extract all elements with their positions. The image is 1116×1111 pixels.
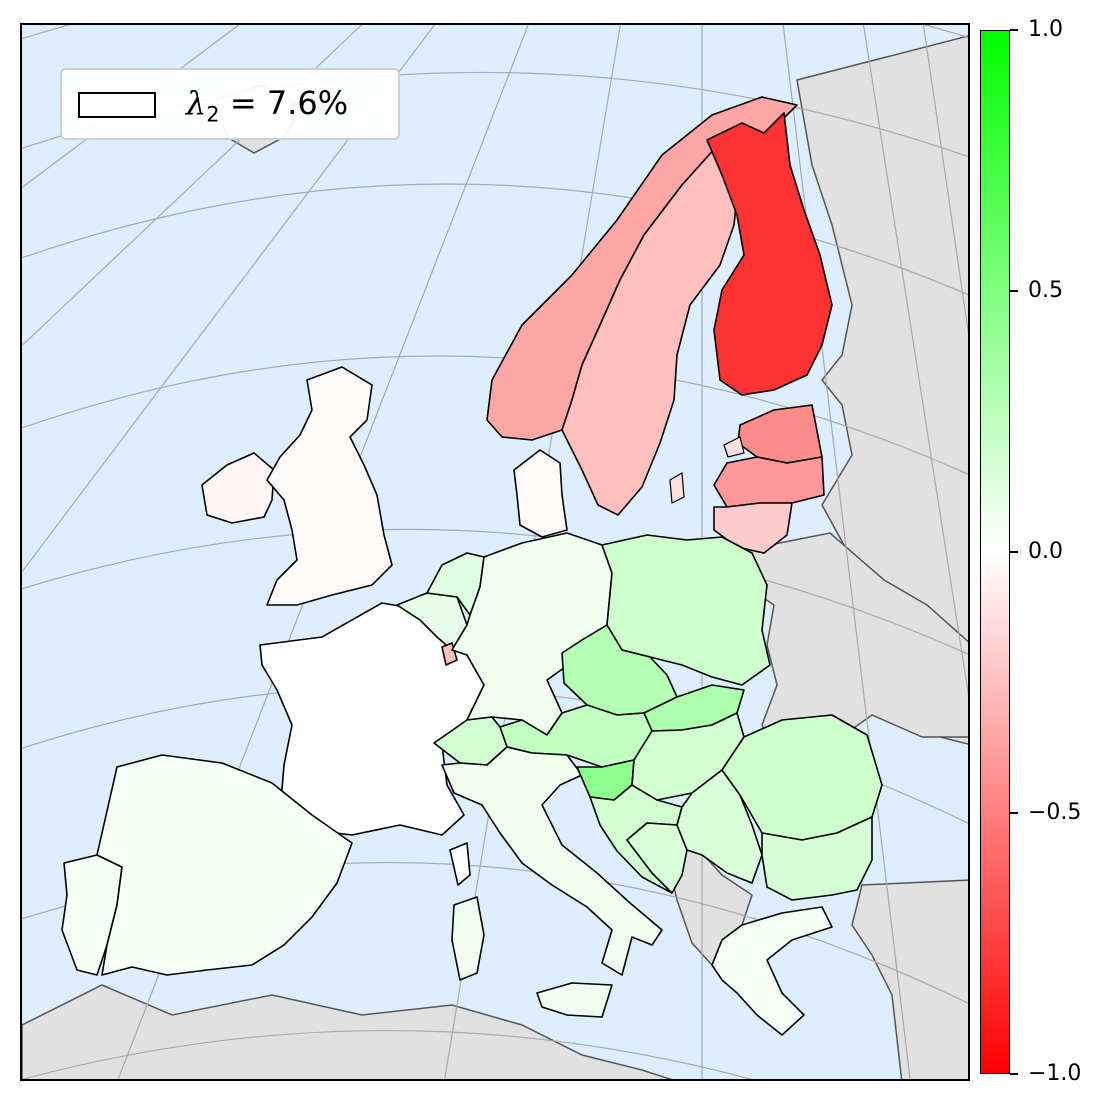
colorbar bbox=[980, 30, 1010, 1074]
country-corsica[interactable] bbox=[449, 842, 471, 886]
islands bbox=[669, 436, 745, 504]
country-denmark[interactable] bbox=[513, 449, 568, 538]
country-lithuania[interactable] bbox=[713, 502, 793, 554]
colorbar-tick-label: −0.5 bbox=[1028, 800, 1082, 825]
country-serbia[interactable] bbox=[676, 769, 763, 884]
colorbar-tick bbox=[1010, 290, 1018, 292]
map[interactable]: λ2 = 7.6% bbox=[20, 23, 970, 1081]
country-bosnia[interactable] bbox=[626, 822, 688, 894]
colorbar-tick bbox=[1010, 551, 1018, 553]
colorbar-tick-label: 1.0 bbox=[1028, 17, 1063, 42]
country-romania[interactable] bbox=[721, 714, 883, 841]
legend: λ2 = 7.6% bbox=[60, 68, 400, 140]
colorbar-tick-label: 0.5 bbox=[1028, 278, 1063, 303]
country-sweden[interactable] bbox=[561, 134, 741, 516]
colorbar-tick bbox=[1010, 812, 1018, 814]
colorbar-tick-label: 0.0 bbox=[1028, 539, 1063, 564]
land-turkey bbox=[851, 879, 968, 1079]
country-bulgaria[interactable] bbox=[761, 816, 873, 901]
country-greece[interactable] bbox=[711, 906, 833, 1036]
island-gotland bbox=[669, 472, 685, 504]
map-canvas bbox=[22, 25, 968, 1079]
land-africa bbox=[22, 984, 673, 1079]
legend-symbol: λ bbox=[186, 84, 207, 122]
country-sicily[interactable] bbox=[536, 982, 613, 1018]
island-saaremaa bbox=[723, 436, 745, 458]
country-italy[interactable] bbox=[441, 746, 663, 976]
legend-subscript: 2 bbox=[206, 102, 220, 127]
colorbar-tick bbox=[1010, 29, 1018, 31]
country-latvia[interactable] bbox=[713, 456, 825, 508]
country-czechia[interactable] bbox=[561, 624, 678, 716]
country-spain[interactable] bbox=[96, 754, 353, 976]
country-ireland[interactable] bbox=[201, 452, 275, 524]
colorbar-tick bbox=[1010, 1073, 1018, 1075]
country-uk[interactable] bbox=[266, 366, 393, 606]
country-sardinia[interactable] bbox=[451, 896, 485, 981]
colorbar-tick-label: −1.0 bbox=[1028, 1061, 1082, 1086]
legend-value: = 7.6% bbox=[219, 84, 349, 122]
legend-label: λ2 = 7.6% bbox=[186, 84, 348, 126]
legend-swatch bbox=[78, 92, 156, 118]
country-finland[interactable] bbox=[706, 112, 833, 396]
